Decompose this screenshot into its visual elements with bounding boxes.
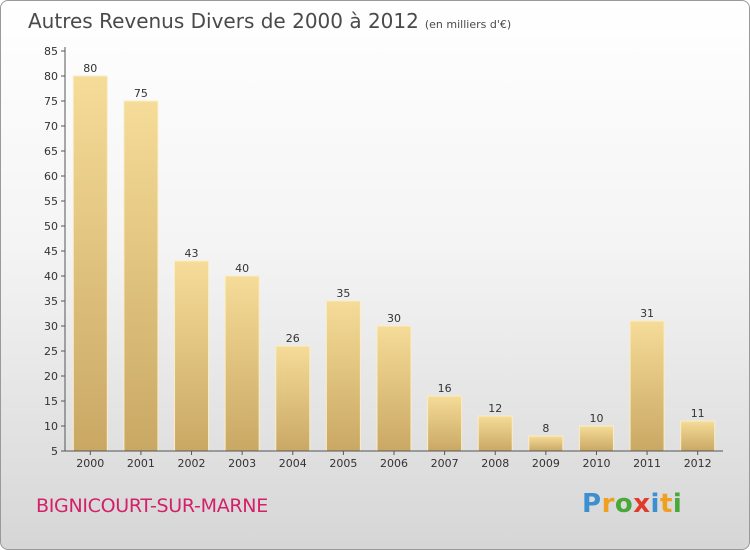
data-label: 30 [387, 312, 401, 325]
y-tick-label: 25 [44, 345, 58, 358]
logo-letter: i [650, 489, 660, 519]
chart-title-text: Autres Revenus Divers de 2000 à 2012 [28, 9, 419, 33]
x-tick-label: 2004 [279, 457, 307, 470]
y-tick-label: 80 [44, 70, 58, 83]
y-tick-label: 60 [44, 170, 58, 183]
proxiti-logo: Proxiti [582, 489, 682, 519]
bar [629, 320, 665, 452]
data-label: 12 [488, 402, 502, 415]
y-tick-label: 55 [44, 195, 58, 208]
x-tick-label: 2007 [431, 457, 459, 470]
y-tick-label: 65 [44, 145, 58, 158]
axes [64, 47, 723, 452]
y-tick-label: 15 [44, 395, 58, 408]
x-tick-label: 2000 [76, 457, 104, 470]
data-label: 10 [589, 412, 603, 425]
bar [325, 300, 361, 452]
y-tick-label: 20 [44, 370, 58, 383]
bar [578, 425, 614, 452]
y-tick-label: 85 [44, 45, 58, 58]
logo-letter: P [582, 489, 602, 519]
y-tick-label: 5 [51, 445, 58, 458]
x-tick-label: 2009 [532, 457, 560, 470]
data-label: 75 [134, 87, 148, 100]
x-tick-label: 2005 [329, 457, 357, 470]
x-tick-label: 2002 [178, 457, 206, 470]
bars [72, 75, 716, 452]
data-label: 26 [286, 332, 300, 345]
x-tick-label: 2003 [228, 457, 256, 470]
y-tick-label: 50 [44, 220, 58, 233]
bar [224, 275, 260, 452]
logo-letter: r [601, 489, 615, 519]
data-label: 43 [185, 247, 199, 260]
x-axis-ticks: 2000 2001 2002 2003 2004 2005 2006 2007 2008 2009… [76, 451, 712, 470]
data-label: 80 [83, 62, 97, 75]
y-tick-label: 10 [44, 420, 58, 433]
data-label: 11 [691, 407, 705, 420]
chart-title: Autres Revenus Divers de 2000 à 2012 (en … [28, 9, 511, 33]
data-label: 31 [640, 307, 654, 320]
data-label: 35 [336, 287, 350, 300]
y-axis-ticks: 5 10 15 20 25 30 35 40 45 50 55 60 65 70 75 80 85 [44, 45, 65, 458]
bar [477, 415, 513, 452]
bar [275, 345, 311, 452]
y-tick-label: 70 [44, 120, 58, 133]
bar [376, 325, 412, 452]
bar [123, 100, 159, 452]
bar [174, 260, 210, 452]
x-tick-label: 2012 [684, 457, 712, 470]
x-tick-label: 2010 [582, 457, 610, 470]
data-labels: 80 75 43 40 26 35 30 16 12 8 10 31 11 [83, 62, 704, 435]
y-tick-label: 40 [44, 270, 58, 283]
bar [528, 435, 564, 452]
data-label: 8 [542, 422, 549, 435]
bar [427, 395, 463, 452]
y-tick-label: 35 [44, 295, 58, 308]
logo-letter: t [659, 489, 673, 519]
data-label: 40 [235, 262, 249, 275]
logo-letter: x [633, 489, 651, 519]
x-tick-label: 2011 [633, 457, 661, 470]
bar [680, 420, 716, 452]
x-tick-label: 2006 [380, 457, 408, 470]
logo-letter: o [614, 489, 634, 519]
chart-unit-note: (en milliers d'€) [424, 18, 512, 31]
data-label: 16 [438, 382, 452, 395]
x-tick-label: 2001 [127, 457, 155, 470]
y-tick-label: 75 [44, 95, 58, 108]
logo-letter: i [672, 489, 683, 519]
bar [72, 75, 108, 452]
x-tick-label: 2008 [481, 457, 509, 470]
commune-name: BIGNICOURT-SUR-MARNE [36, 495, 268, 517]
y-tick-label: 45 [44, 245, 58, 258]
y-tick-label: 30 [44, 320, 58, 333]
